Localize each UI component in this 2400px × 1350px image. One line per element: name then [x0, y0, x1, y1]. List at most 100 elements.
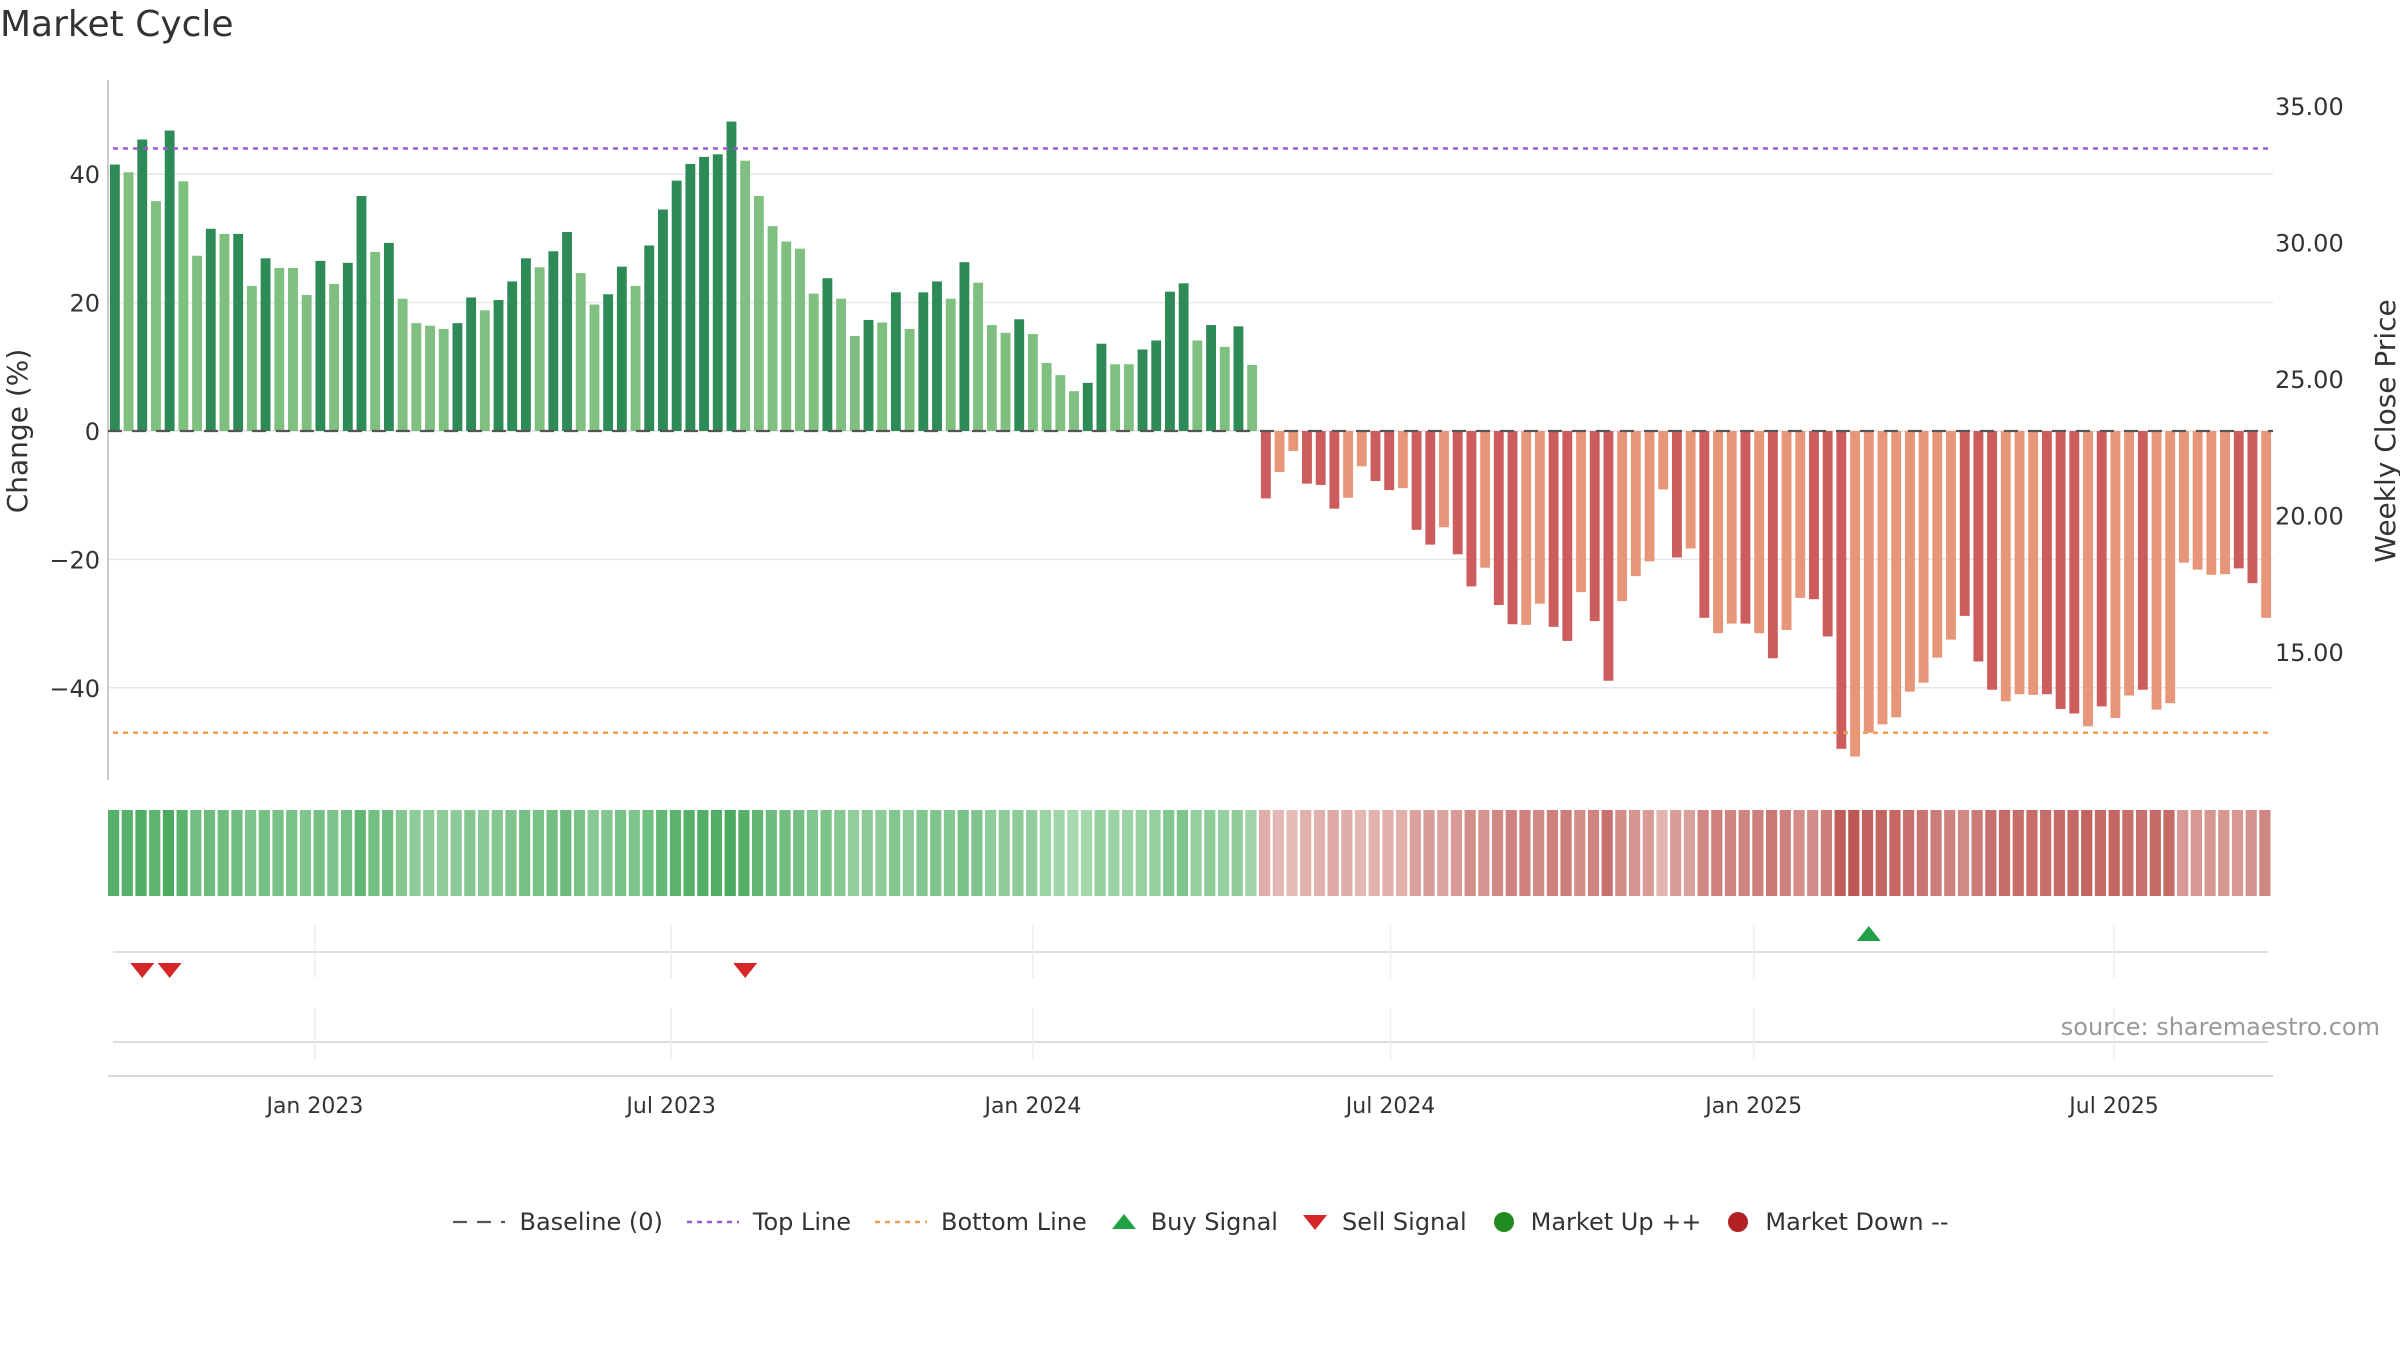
legend-label: Sell Signal: [1341, 1208, 1467, 1236]
sentiment-cell: [834, 810, 846, 896]
change-bar: [1302, 431, 1312, 484]
change-bar: [1507, 431, 1518, 625]
change-bar: [315, 260, 326, 431]
change-bar: [1027, 334, 1038, 431]
chart-legend: Baseline (0) Top Line Bottom Line Buy Signa…: [0, 1208, 2400, 1236]
sentiment-cell: [1354, 810, 1367, 896]
sentiment-cell: [2149, 810, 2161, 896]
sentiment-cell: [560, 810, 572, 896]
market-down-legend-icon: [1728, 1212, 1749, 1232]
change-bar: [1178, 283, 1189, 431]
change-bar: [630, 285, 641, 431]
change-bar: [1233, 326, 1244, 431]
sentiment-cell: [971, 810, 983, 896]
change-bar: [808, 293, 819, 431]
change-bar: [438, 328, 449, 431]
change-bar: [1589, 431, 1600, 622]
change-bar: [1069, 391, 1079, 431]
sentiment-cell: [1848, 810, 1860, 896]
change-bar: [109, 164, 120, 431]
change-bar: [1534, 431, 1545, 604]
sentiment-cell: [669, 810, 682, 896]
sentiment-cell: [1601, 810, 1613, 896]
sentiment-cell: [1628, 810, 1641, 896]
sentiment-cell: [286, 810, 298, 896]
sentiment-cell: [1272, 810, 1284, 896]
sentiment-cell: [1820, 810, 1833, 896]
legend-item: Buy Signal: [1109, 1208, 1278, 1236]
sentiment-cell: [546, 810, 558, 896]
sentiment-cell: [1053, 810, 1065, 896]
sentiment-cell: [806, 810, 819, 896]
change-bar: [2028, 431, 2039, 695]
sentiment-cell: [957, 810, 969, 896]
sentiment-cell: [2245, 810, 2257, 896]
change-bar: [370, 251, 381, 431]
change-bar: [849, 335, 860, 431]
change-bar: [1439, 431, 1449, 528]
change-bar: [507, 281, 518, 431]
change-bar: [1014, 319, 1025, 431]
change-bar: [877, 322, 888, 431]
change-bar: [2055, 431, 2066, 709]
chart-title: Market Cycle: [0, 4, 234, 45]
sentiment-cell: [1286, 810, 1298, 896]
x-tick-label: Jul 2025: [2067, 1094, 2159, 1119]
sentiment-cell: [176, 810, 188, 896]
change-bar: [1096, 343, 1107, 431]
change-bar: [1726, 431, 1737, 624]
change-bar: [616, 266, 627, 431]
legend-item: Market Down --: [1723, 1208, 1949, 1236]
sentiment-cell: [1149, 810, 1161, 896]
sentiment-cell: [1533, 810, 1545, 896]
change-bar: [1041, 362, 1052, 431]
change-bar: [1891, 431, 1902, 718]
change-bar: [562, 231, 572, 431]
legend-item: Sell Signal: [1300, 1208, 1467, 1236]
change-bar: [1000, 332, 1011, 431]
change-bar: [1315, 431, 1326, 485]
change-bar: [603, 294, 614, 431]
legend-item: Baseline (0): [451, 1208, 663, 1236]
sentiment-cell: [1793, 810, 1805, 896]
sentiment-cell: [1683, 810, 1695, 896]
change-bar: [2233, 431, 2244, 569]
change-bar: [2261, 431, 2272, 618]
change-bar: [2192, 431, 2203, 570]
sentiment-cell: [245, 810, 257, 896]
change-bar: [151, 201, 161, 431]
change-bar: [2124, 431, 2135, 696]
change-bar: [1685, 431, 1696, 549]
sentiment-cell: [1944, 810, 1956, 896]
change-bar: [452, 323, 463, 431]
change-bar: [685, 163, 696, 432]
sentiment-cell: [135, 810, 147, 896]
sentiment-cell: [368, 810, 380, 896]
y-tick-label: 20: [69, 290, 100, 318]
sentiment-cell: [628, 810, 640, 896]
change-bar: [2220, 431, 2230, 575]
sentiment-cell: [162, 810, 175, 896]
sentiment-cell: [2163, 810, 2175, 896]
y2-tick-label: 35.00: [2275, 93, 2344, 121]
sentiment-cell: [1217, 810, 1230, 896]
change-bar: [712, 154, 723, 431]
sentiment-cell: [2108, 810, 2120, 896]
change-bar: [1959, 431, 1970, 616]
sentiment-cell: [1464, 810, 1476, 896]
change-bar: [260, 258, 271, 431]
sentiment-cell: [1176, 810, 1188, 896]
change-bar: [2165, 431, 2176, 704]
legend-item: Top Line: [685, 1208, 851, 1236]
change-bar: [904, 328, 915, 431]
baseline-legend-icon: [453, 1220, 506, 1224]
y2-tick-label: 20.00: [2275, 503, 2344, 531]
sentiment-cell: [1615, 810, 1627, 896]
change-bar: [1370, 431, 1381, 482]
change-bar: [425, 325, 435, 431]
sentiment-cell: [1985, 810, 1997, 896]
change-bar: [534, 267, 545, 431]
change-bar: [2083, 431, 2093, 727]
sentiment-cell: [2177, 810, 2189, 896]
